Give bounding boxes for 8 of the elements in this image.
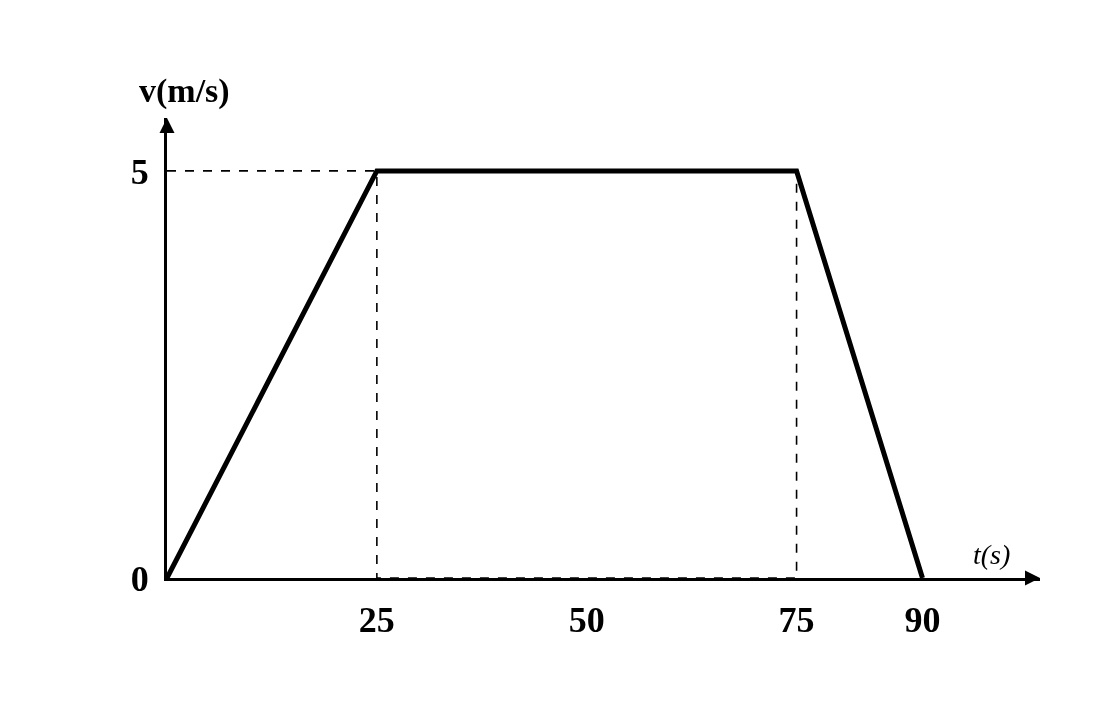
y-tick-label: 0: [130, 558, 149, 599]
y-axis-title: v(m/s): [139, 72, 230, 110]
x-tick-label: 90: [904, 600, 941, 641]
x-tick-label: 50: [568, 600, 605, 641]
x-axis-title: t(s): [973, 539, 1011, 570]
y-tick-label: 5: [130, 151, 149, 192]
x-tick-label: 75: [778, 600, 815, 641]
x-tick-label: 25: [358, 600, 395, 641]
